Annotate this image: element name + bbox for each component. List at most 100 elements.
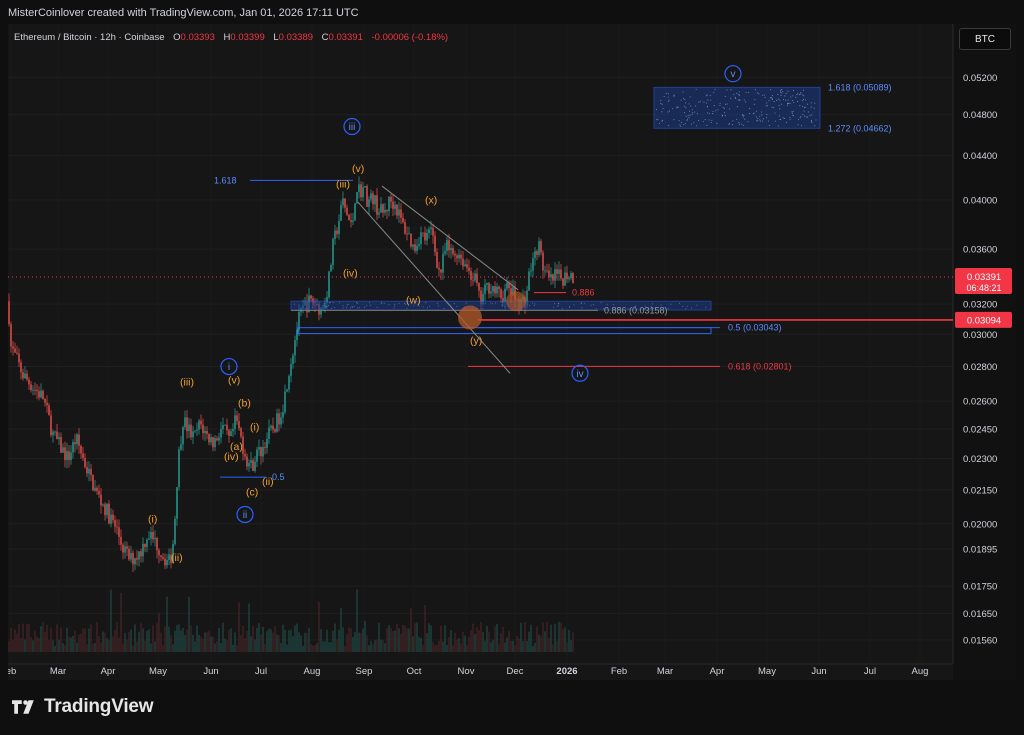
target-zone-dot	[773, 107, 775, 109]
volume-bar	[128, 631, 130, 652]
target-zone-dot	[657, 118, 659, 120]
support-zone-dot	[670, 303, 672, 305]
time-tick-label: Dec	[507, 666, 524, 677]
target-zone-dot	[789, 118, 791, 120]
target-zone-dot	[756, 120, 758, 122]
target-zone-dot	[791, 99, 794, 102]
target-zone-dot	[780, 94, 782, 96]
candle-body	[96, 487, 98, 492]
target-zone-dot	[803, 110, 805, 112]
volume-bar	[72, 635, 74, 652]
volume-bar	[78, 634, 80, 652]
support-zone-dot	[349, 307, 351, 309]
tradingview-icon	[12, 700, 34, 714]
support-zone-dot	[339, 302, 341, 304]
target-zone-dot	[807, 111, 809, 113]
price-axis[interactable]: 0.05200 0.04800 0.04400 0.04000 0.03600 0.032…	[955, 73, 1012, 647]
candle-body	[426, 232, 428, 241]
tradingview-logo[interactable]: TradingView	[10, 696, 154, 718]
volume-bar	[252, 625, 254, 652]
support-zone-dot	[425, 302, 427, 304]
volume-bar	[382, 640, 384, 652]
candle-body	[82, 453, 84, 458]
support-zone-dot	[524, 306, 526, 308]
candle-body	[120, 536, 122, 545]
volume-bar	[68, 636, 70, 652]
wave-label-orange: (a)	[230, 441, 243, 453]
support-zone-dot	[590, 304, 592, 306]
support-zone-dot	[311, 307, 313, 309]
wave-label-orange: (v)	[228, 375, 240, 387]
volume-bar	[478, 630, 480, 652]
candle-body	[156, 537, 158, 551]
target-zone-dot	[684, 99, 686, 101]
time-tick-label: Jul	[255, 666, 267, 677]
volume-bar	[532, 645, 534, 652]
price-tick-label: 0.02150	[963, 485, 997, 496]
price-chart[interactable]: 1.618 (0.05089) 1.272 (0.04662) 1.618 0.886…	[6, 24, 1016, 680]
candle-body	[56, 431, 58, 440]
volume-bar	[106, 638, 108, 652]
volume-bar	[30, 637, 32, 652]
volume-bar	[404, 625, 406, 652]
support-zone-dot	[660, 304, 662, 306]
volume-bar	[306, 632, 308, 652]
volume-bar	[214, 643, 216, 652]
target-zone-dot	[785, 121, 787, 123]
time-axis[interactable]: eb Mar Apr May Jun Jul Aug Sep Oct Nov Dec 2026 Feb M…	[6, 666, 929, 677]
wave-label-orange: (ii)	[171, 552, 183, 564]
volume-bar	[406, 628, 408, 652]
support-zone-dot	[323, 305, 325, 307]
candle-body	[334, 230, 336, 239]
support-zone-dot	[323, 303, 325, 305]
support-zone-dot	[376, 306, 378, 308]
volume-bar	[270, 629, 272, 652]
target-zone-dot	[685, 115, 687, 117]
candle-body	[188, 424, 190, 432]
volume-bar	[288, 630, 290, 652]
volume-bar	[350, 628, 352, 652]
volume-bar	[370, 641, 372, 652]
compare-symbol-button[interactable]: BTC	[959, 28, 1011, 50]
volume-bar	[448, 637, 450, 652]
volume-bar	[400, 633, 402, 652]
volume-bar	[548, 638, 550, 652]
volume-bar	[14, 629, 16, 652]
support-zone-dot	[342, 307, 344, 309]
volume-bar	[46, 624, 48, 652]
target-zone-dot	[814, 102, 816, 104]
volume-bar	[500, 633, 502, 652]
time-tick-label: Feb	[611, 666, 627, 677]
volume-bar	[272, 632, 274, 652]
target-zone-dot	[802, 113, 804, 116]
chart-area[interactable]: 1.618 (0.05089) 1.272 (0.04662) 1.618 0.886…	[6, 24, 1016, 680]
volume-bar	[348, 627, 350, 652]
current-price-badge	[955, 268, 1012, 295]
target-zone-dot	[685, 107, 687, 109]
volume-bar	[100, 642, 102, 652]
candle-body	[138, 551, 140, 560]
volume-bar	[362, 628, 364, 652]
price-tick-label: 0.02800	[963, 362, 997, 373]
target-zone-dot	[737, 94, 739, 96]
volume-bar	[126, 639, 128, 652]
tradingview-wordmark: TradingView	[44, 696, 154, 717]
target-zone-dot	[811, 114, 813, 116]
volume-bar	[266, 630, 268, 652]
candle-body	[236, 415, 238, 422]
target-zone-dot	[810, 119, 812, 121]
target-zone-dot	[696, 125, 698, 127]
candle-body	[370, 193, 372, 200]
target-zone-dot	[788, 102, 790, 104]
candle-body	[228, 430, 230, 437]
candle-body	[464, 264, 466, 267]
volume-bar	[278, 635, 280, 652]
support-zone-dot	[393, 307, 395, 309]
candle-body	[130, 552, 132, 560]
target-zone-dot	[759, 119, 761, 121]
candle-body	[546, 270, 548, 272]
volume-bar	[284, 629, 286, 652]
candle-body	[548, 270, 550, 278]
target-zone-dot	[809, 114, 811, 117]
target-zone-dot	[789, 116, 791, 119]
